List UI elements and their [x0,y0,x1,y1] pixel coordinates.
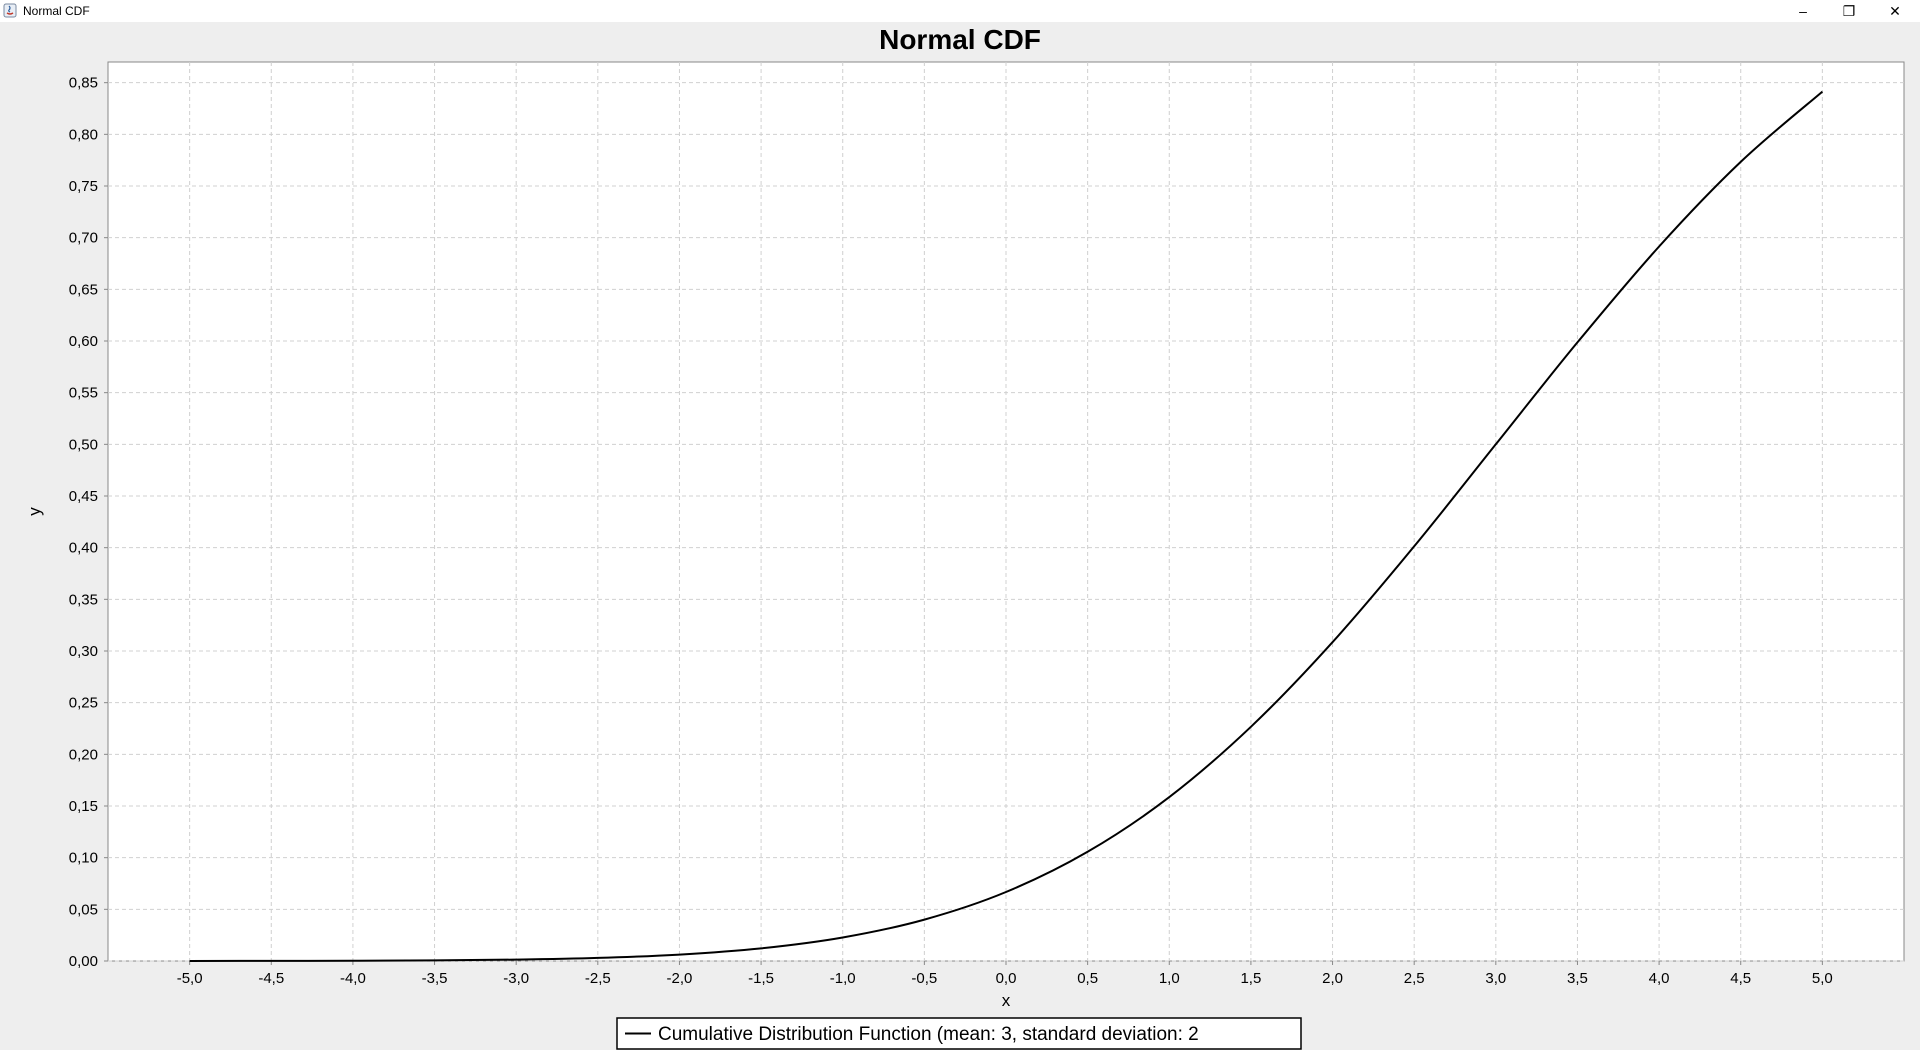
x-tick-label: -2,5 [585,970,611,987]
minimize-icon: – [1799,3,1807,19]
y-tick-label: 0,15 [69,798,98,815]
y-tick-label: 0,35 [69,591,98,608]
x-tick-label: -4,5 [258,970,284,987]
x-axis-ticks: -5,0 -4,5 -4,0 -3,5 -3,0 -2,5 -2,0 -1,5 -1,0 -0,5… [177,961,1833,987]
x-tick-label: 4,0 [1649,970,1670,987]
x-tick-label: 4,5 [1730,970,1751,987]
y-tick-label: 0,60 [69,333,98,350]
x-tick-label: -2,0 [667,970,693,987]
x-tick-label: -3,0 [503,970,529,987]
y-tick-label: 0,20 [69,746,98,763]
x-tick-label: 1,0 [1159,970,1180,987]
y-tick-label: 0,65 [69,281,98,298]
y-tick-label: 0,10 [69,850,98,867]
java-app-icon [3,3,17,18]
x-tick-label: 0,0 [996,970,1017,987]
y-tick-label: 0,30 [69,643,98,660]
x-tick-label: 5,0 [1812,970,1833,987]
y-tick-label: 0,70 [69,230,98,247]
x-tick-label: -0,5 [911,970,937,987]
legend-entry: Cumulative Distribution Function (mean: … [658,1024,1199,1045]
x-axis-label: x [1002,991,1011,1010]
x-tick-label: 1,5 [1240,970,1261,987]
y-tick-label: 0,25 [69,695,98,712]
y-tick-label: 0,05 [69,901,98,918]
x-tick-label: -3,5 [422,970,448,987]
chart-panel: Normal CDF -5,0 -4,5 -4,0 -3,5 -3,0 -2,5 -2,0-… [25,24,1905,1050]
y-tick-label: 0,00 [69,953,98,970]
x-tick-label: -4,0 [340,970,366,987]
chart-title: Normal CDF [879,24,1041,55]
y-tick-label: 0,40 [69,540,98,557]
x-tick-label: -1,0 [830,970,856,987]
x-tick-label: 3,0 [1485,970,1506,987]
y-tick-label: 0,45 [69,488,98,505]
x-tick-label: 2,0 [1322,970,1343,987]
legend-box [616,1017,1302,1050]
y-tick-label: 0,50 [69,436,98,453]
y-tick-label: 0,85 [69,75,98,92]
restore-button[interactable]: ❐ [1826,0,1872,22]
y-tick-label: 0,75 [69,178,98,195]
y-axis-ticks: 0,00 0,05 0,10 0,15 0,20 0,25 0,30 0,35 0,40 0,45… [69,75,108,970]
legend: Cumulative Distribution Function (mean: … [616,1017,1302,1050]
restore-icon: ❐ [1842,2,1856,19]
x-tick-label: 3,5 [1567,970,1588,987]
x-tick-label: 2,5 [1404,970,1425,987]
y-tick-label: 0,80 [69,126,98,143]
x-tick-label: 0,5 [1077,970,1098,987]
minimize-button[interactable]: – [1780,0,1826,22]
cdf-series-line [189,90,1824,962]
close-icon: ✕ [1889,2,1901,19]
y-axis-label: y [25,507,44,516]
close-button[interactable]: ✕ [1872,0,1918,22]
y-tick-label: 0,55 [69,385,98,402]
x-tick-label: -1,5 [748,970,774,987]
x-tick-label: -5,0 [177,970,203,987]
window-title: Normal CDF [23,4,90,18]
grid-lines [108,62,1904,962]
window-titlebar: Normal CDF – ❐ ✕ [0,0,1920,22]
